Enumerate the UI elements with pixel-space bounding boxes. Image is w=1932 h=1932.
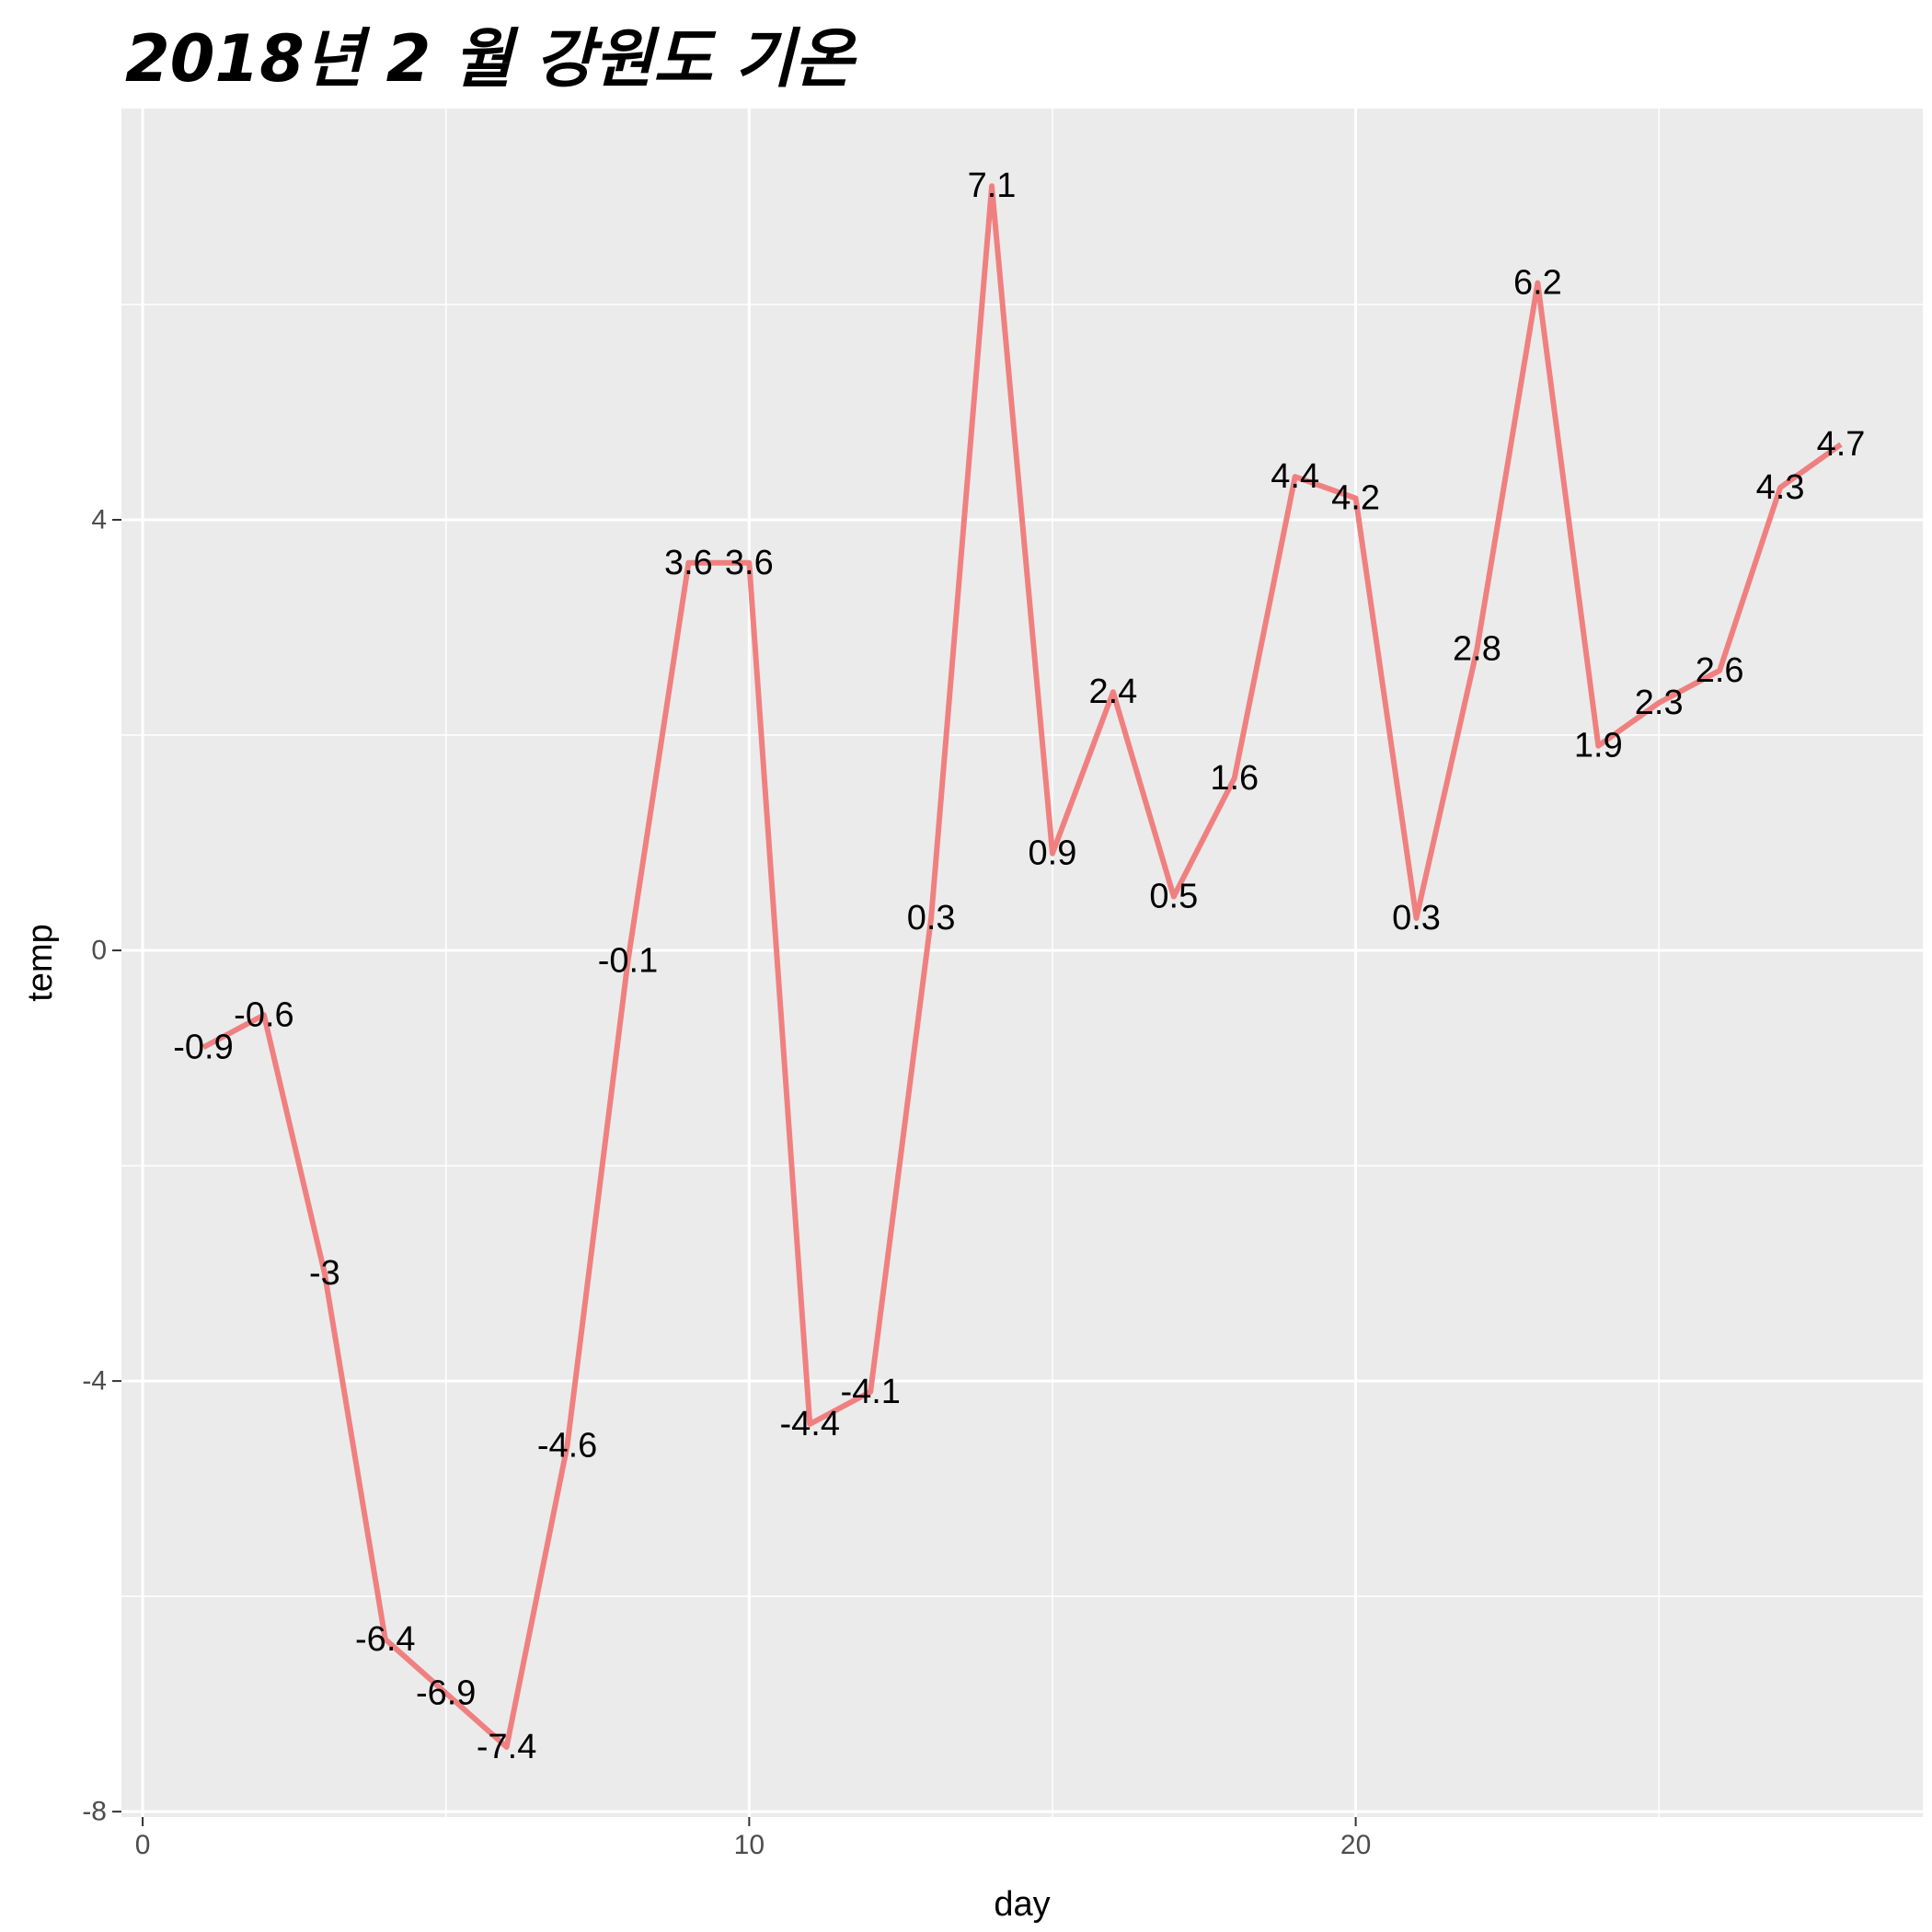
data-label: 0.9 bbox=[1029, 834, 1077, 873]
x-axis: 0 10 20 bbox=[135, 1817, 1371, 1860]
y-tick-label: -4 bbox=[82, 1366, 107, 1397]
data-label: 2.6 bbox=[1696, 651, 1744, 690]
data-label: 4.4 bbox=[1271, 457, 1319, 496]
data-label: 6.2 bbox=[1513, 264, 1562, 303]
data-label: 4.2 bbox=[1331, 479, 1380, 518]
data-label: 2.3 bbox=[1635, 684, 1684, 722]
data-label: 4.7 bbox=[1817, 425, 1866, 464]
y-tick-label: 0 bbox=[91, 936, 107, 966]
temperature-line bbox=[201, 183, 1843, 1750]
data-label: 3.6 bbox=[725, 544, 774, 582]
data-label: -4.6 bbox=[537, 1426, 597, 1465]
minor-gridlines bbox=[121, 109, 1923, 1817]
chart-title: 2018년 2 월 강원도 기온 bbox=[125, 21, 854, 97]
x-tick-label: 10 bbox=[734, 1830, 765, 1860]
y-axis: -8 -4 0 4 bbox=[82, 504, 121, 1827]
data-label: 2.8 bbox=[1453, 629, 1501, 668]
data-label: 4.3 bbox=[1756, 468, 1805, 507]
data-label: 0.3 bbox=[907, 899, 956, 937]
data-label: 0.3 bbox=[1392, 899, 1441, 937]
data-label: -3 bbox=[309, 1254, 340, 1293]
data-label: -6.4 bbox=[355, 1620, 415, 1659]
y-tick-label: 4 bbox=[91, 504, 107, 535]
data-label: 1.9 bbox=[1574, 727, 1623, 765]
data-label: -4.1 bbox=[840, 1373, 900, 1411]
x-axis-title: day bbox=[994, 1885, 1050, 1924]
data-label: -0.9 bbox=[173, 1028, 233, 1066]
y-tick-label: -8 bbox=[82, 1797, 107, 1827]
x-tick-label: 20 bbox=[1340, 1830, 1371, 1860]
data-label: 1.6 bbox=[1210, 759, 1259, 798]
data-label: 3.6 bbox=[664, 544, 713, 582]
y-axis-title: temp bbox=[21, 924, 60, 1001]
plot-panel bbox=[121, 109, 1923, 1817]
data-labels: -0.9-0.6 -3 -6.4-6.9-7.4 -4.6 -0.1 3.6 3.6 -4.4… bbox=[173, 167, 1865, 1766]
data-label: -6.9 bbox=[416, 1673, 476, 1712]
data-label: 2.4 bbox=[1088, 673, 1137, 711]
x-tick-label: 0 bbox=[135, 1830, 151, 1860]
data-label: -4.4 bbox=[780, 1405, 840, 1443]
data-label: 7.1 bbox=[968, 167, 1017, 205]
data-label: -0.1 bbox=[598, 942, 658, 981]
data-label: 0.5 bbox=[1149, 878, 1198, 916]
data-label: -0.6 bbox=[234, 995, 293, 1034]
data-label: -7.4 bbox=[477, 1728, 536, 1766]
